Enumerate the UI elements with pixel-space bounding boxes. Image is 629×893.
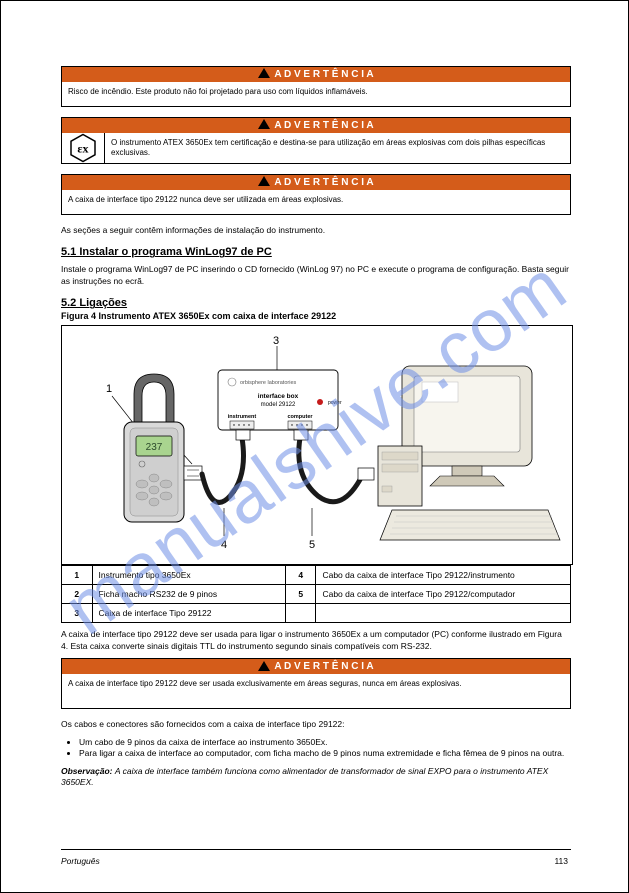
footer-language: Português bbox=[61, 856, 100, 866]
warning-triangle-icon bbox=[258, 119, 270, 129]
ex-icon-cell: εx bbox=[62, 133, 105, 163]
cable-plugs bbox=[236, 430, 374, 480]
note-label: Observação: bbox=[61, 766, 113, 776]
warning-body-1: Risco de incêndio. Este produto não foi … bbox=[62, 82, 570, 106]
legend-cell bbox=[285, 604, 316, 623]
warning-triangle-icon bbox=[258, 68, 270, 78]
warning-triangle-icon bbox=[258, 176, 270, 186]
figure-caption: Figura 4 Instrumento ATEX 3650Ex com cai… bbox=[61, 311, 571, 321]
figure-4-diagram: 1 2 3 4 5 237 bbox=[61, 325, 573, 565]
cables bbox=[202, 438, 362, 502]
ex-hexagon-icon: εx bbox=[68, 133, 98, 163]
warning-header-text-long: A D V E R T Ê N C I A bbox=[274, 661, 373, 672]
callout-4: 4 bbox=[221, 539, 227, 551]
callout-3: 3 bbox=[273, 335, 279, 347]
warning-body-row-2: εx O instrumento ATEX 3650Ex tem certifi… bbox=[62, 133, 570, 163]
footer-rule bbox=[61, 849, 571, 850]
note-body: A caixa de interface também funciona com… bbox=[61, 766, 548, 787]
warning-box-long: A D V E R T Ê N C I A A caixa de interfa… bbox=[61, 658, 571, 709]
warning-header-3: A D V E R T Ê N C I A bbox=[62, 175, 570, 190]
warning-header-1: A D V E R T Ê N C I A bbox=[62, 67, 570, 82]
desktop-computer bbox=[378, 366, 560, 540]
table-row: 1 Instrumento tipo 3650Ex 4 Cabo da caix… bbox=[62, 566, 571, 585]
callout-5: 5 bbox=[309, 539, 315, 551]
paragraph-2: Os cabos e conectores são fornecidos com… bbox=[61, 719, 571, 730]
legend-cell: Cabo da caixa de interface Tipo 29122/in… bbox=[316, 566, 571, 585]
device-3650ex: 237 bbox=[124, 374, 202, 522]
ifbox-title: interface box bbox=[258, 393, 299, 400]
figure-legend-table: 1 Instrumento tipo 3650Ex 4 Cabo da caix… bbox=[61, 565, 571, 623]
warning-triangle-icon bbox=[258, 661, 270, 671]
warning-body-2: O instrumento ATEX 3650Ex tem certificaç… bbox=[105, 133, 570, 163]
legend-cell: 4 bbox=[285, 566, 316, 585]
legend-cell: 5 bbox=[285, 585, 316, 604]
legend-cell: Ficha macho RS232 de 9 pinos bbox=[92, 585, 285, 604]
warning-body-3: A caixa de interface tipo 29122 nunca de… bbox=[62, 190, 570, 214]
ifbox-port-computer: computer bbox=[287, 414, 313, 420]
legend-cell: Caixa de interface Tipo 29122 bbox=[92, 604, 285, 623]
bullet-list: Um cabo de 9 pinos da caixa de interface… bbox=[79, 737, 571, 760]
warning-box-3: A D V E R T Ê N C I A A caixa de interfa… bbox=[61, 174, 571, 215]
table-row: 3 Caixa de interface Tipo 29122 bbox=[62, 604, 571, 623]
page-frame: manualshive.com A D V E R T Ê N C I A Ri… bbox=[0, 0, 629, 893]
legend-cell: Instrumento tipo 3650Ex bbox=[92, 566, 285, 585]
warning-box-2: A D V E R T Ê N C I A εx O instrumento A… bbox=[61, 117, 571, 164]
legend-cell: 3 bbox=[62, 604, 93, 623]
warning-header-text-3: A D V E R T Ê N C I A bbox=[274, 177, 373, 188]
legend-cell: Cabo da caixa de interface Tipo 29122/co… bbox=[316, 585, 571, 604]
list-item: Para ligar a caixa de interface ao compu… bbox=[79, 748, 571, 759]
legend-cell: 2 bbox=[62, 585, 93, 604]
section-body-5-1: Instale o programa WinLog97 de PC inseri… bbox=[61, 264, 571, 287]
legend-cell: 1 bbox=[62, 566, 93, 585]
content-column: A D V E R T Ê N C I A Risco de incêndio.… bbox=[61, 66, 571, 795]
warning-header-2: A D V E R T Ê N C I A bbox=[62, 118, 570, 133]
svg-text:εx: εx bbox=[77, 142, 88, 156]
list-item: Um cabo de 9 pinos da caixa de interface… bbox=[79, 737, 571, 748]
ifbox-model: model 29122 bbox=[261, 402, 296, 408]
warning-header-long: A D V E R T Ê N C I A bbox=[62, 659, 570, 674]
section-title-5-1: 5.1 Instalar o programa WinLog97 de PC bbox=[61, 246, 571, 258]
ifbox-brand: orbisphere laboratories bbox=[240, 380, 297, 386]
ifbox-port-instrument: instrument bbox=[228, 414, 257, 420]
warning-header-text-2: A D V E R T Ê N C I A bbox=[274, 120, 373, 131]
warning-header-text-1: A D V E R T Ê N C I A bbox=[274, 69, 373, 80]
footer-page-number: 113 bbox=[554, 856, 568, 866]
warning-box-1: A D V E R T Ê N C I A Risco de incêndio.… bbox=[61, 66, 571, 107]
legend-cell bbox=[316, 604, 571, 623]
warning-body-long: A caixa de interface tipo 29122 deve ser… bbox=[62, 674, 570, 708]
paragraph-1: A caixa de interface tipo 29122 deve ser… bbox=[61, 629, 571, 652]
section-title-5-2: 5.2 Ligações bbox=[61, 297, 571, 309]
callout-1: 1 bbox=[106, 383, 112, 395]
power-led-icon bbox=[317, 399, 323, 405]
ifbox-power-label: power bbox=[328, 400, 342, 406]
diagram-svg: 1 2 3 4 5 237 bbox=[62, 326, 572, 564]
note-paragraph: Observação: A caixa de interface também … bbox=[61, 766, 571, 789]
interface-box-29122: orbisphere laboratories interface box mo… bbox=[218, 370, 342, 430]
device-display: 237 bbox=[146, 442, 163, 453]
table-row: 2 Ficha macho RS232 de 9 pinos 5 Cabo da… bbox=[62, 585, 571, 604]
section-intro: As seções a seguir contêm informações de… bbox=[61, 225, 571, 236]
